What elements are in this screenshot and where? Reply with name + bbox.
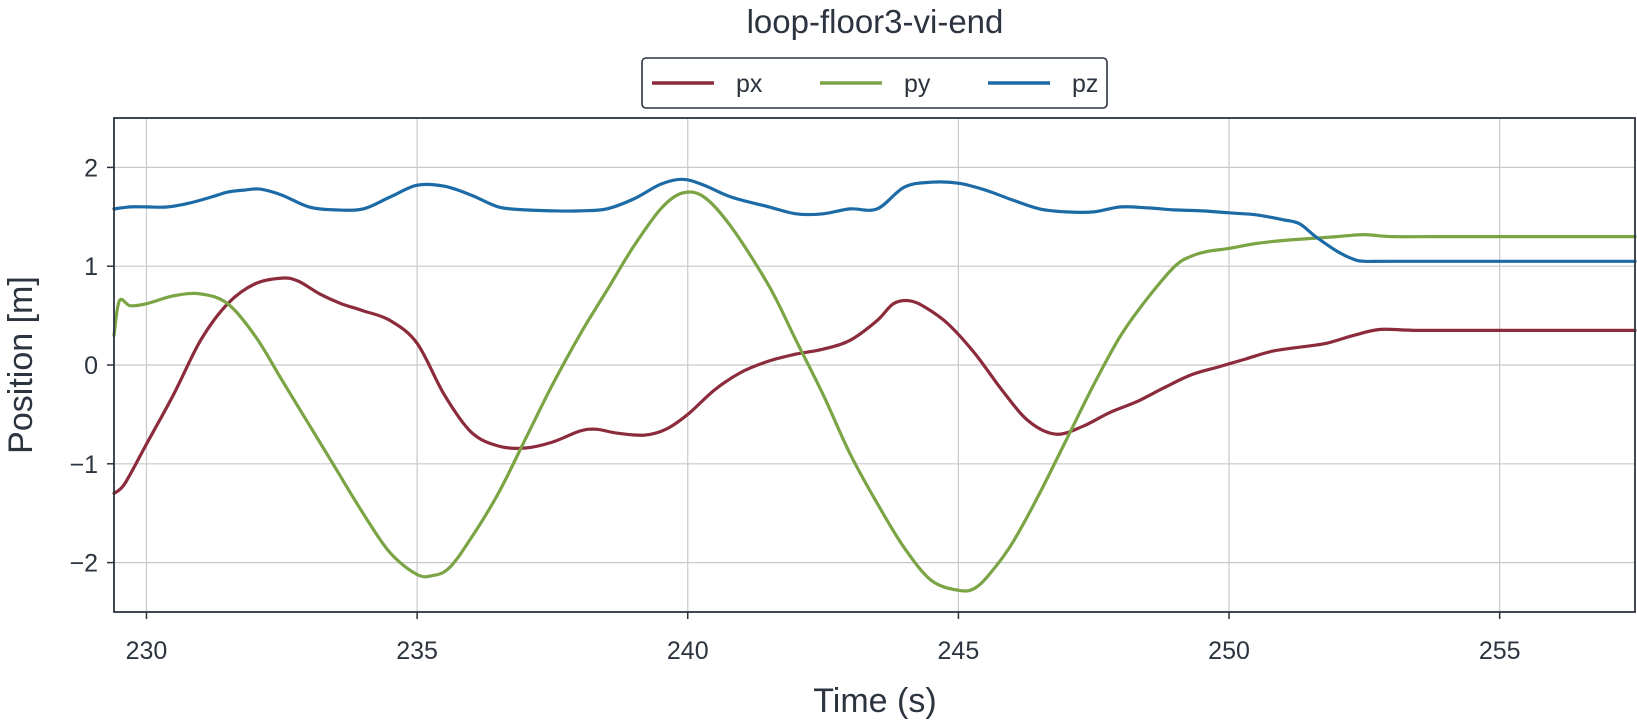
y-tick-label: 0 <box>84 352 98 380</box>
legend-label-px: px <box>736 70 763 98</box>
series-line-pz <box>112 177 1637 264</box>
y-tick-label: 2 <box>84 154 98 182</box>
grid-layer <box>114 118 1635 612</box>
chart-title: loop-floor3-vi-end <box>747 3 1004 40</box>
legend-label-py: py <box>904 70 931 98</box>
x-tick-label: 240 <box>667 637 709 665</box>
y-tick-label: −2 <box>69 550 98 578</box>
series-line-px <box>112 276 1637 495</box>
legend: px py pz <box>641 57 1108 109</box>
x-tick-label: 235 <box>396 637 438 665</box>
legend-label-pz: pz <box>1072 70 1098 98</box>
y-tick-label: −1 <box>69 451 98 479</box>
x-axis-label: Time (s) <box>813 682 936 720</box>
series-layer <box>112 177 1637 593</box>
legend-items: px py pz <box>652 70 1098 98</box>
x-tick-label: 255 <box>1479 637 1521 665</box>
tick-layer: 230 235 240 245 250 255 2 1 0 −1 −2 <box>69 154 1520 665</box>
x-tick-label: 245 <box>938 637 980 665</box>
x-tick-label: 250 <box>1208 637 1250 665</box>
y-axis-label: Position [m] <box>2 276 40 454</box>
x-tick-label: 230 <box>126 637 168 665</box>
series-line-py <box>112 190 1637 593</box>
y-tick-label: 1 <box>84 253 98 281</box>
